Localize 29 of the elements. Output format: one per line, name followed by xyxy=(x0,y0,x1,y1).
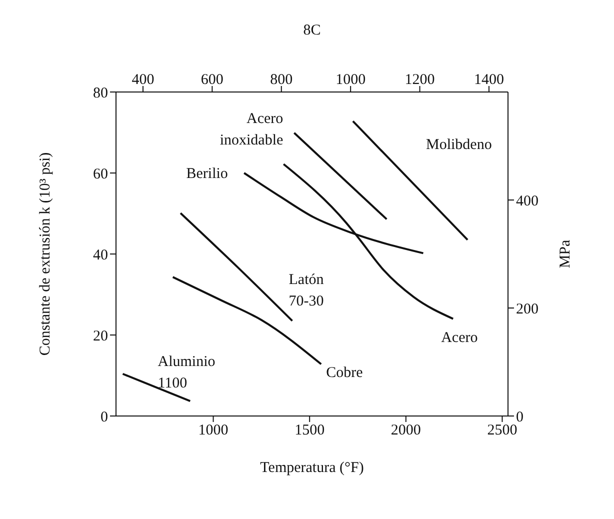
x-tick-label: 2000 xyxy=(390,422,421,439)
y2-axis-title: MPa xyxy=(557,239,574,268)
text: Molibdeno xyxy=(426,137,492,154)
x2-tick-label: 1000 xyxy=(336,72,366,88)
series-label: Aluminio 1100 xyxy=(158,354,216,392)
y-tick-label: 0 xyxy=(100,409,108,426)
x2-tick-label: 800 xyxy=(270,72,293,88)
x-tick-label: 2500 xyxy=(487,422,518,439)
x2-tick-label: 1200 xyxy=(404,72,435,88)
x-tick-label: 1000 xyxy=(198,422,228,439)
y-tick-label: 80 xyxy=(93,85,108,102)
series-label: Latón 70-30 xyxy=(288,272,324,310)
y2-tick-label: 400 xyxy=(516,193,538,210)
series-label: Acero inoxidable xyxy=(220,110,284,149)
y2-tick-label: 200 xyxy=(516,301,538,318)
y-axis-title: Constante de extrusión k (10³ psi) xyxy=(37,152,54,356)
y-tick-label: 60 xyxy=(93,166,108,182)
y-tick-label: 40 xyxy=(93,247,108,264)
series-label: Berilio xyxy=(186,166,228,182)
x2-tick-label: 400 xyxy=(132,72,154,88)
x-axis-title: Temperatura (°F) xyxy=(260,460,364,476)
x2-tick-label: 600 xyxy=(200,72,224,88)
y2-tick-label: 0 xyxy=(516,409,524,426)
x2-axis-title: 8C xyxy=(303,22,321,39)
x2-tick-label: 1400 xyxy=(474,72,504,88)
x-tick-label: 1500 xyxy=(294,422,325,439)
y-tick-label: 20 xyxy=(93,328,108,344)
series-label: Acero xyxy=(441,330,478,346)
series-label: Cobre xyxy=(326,365,364,382)
